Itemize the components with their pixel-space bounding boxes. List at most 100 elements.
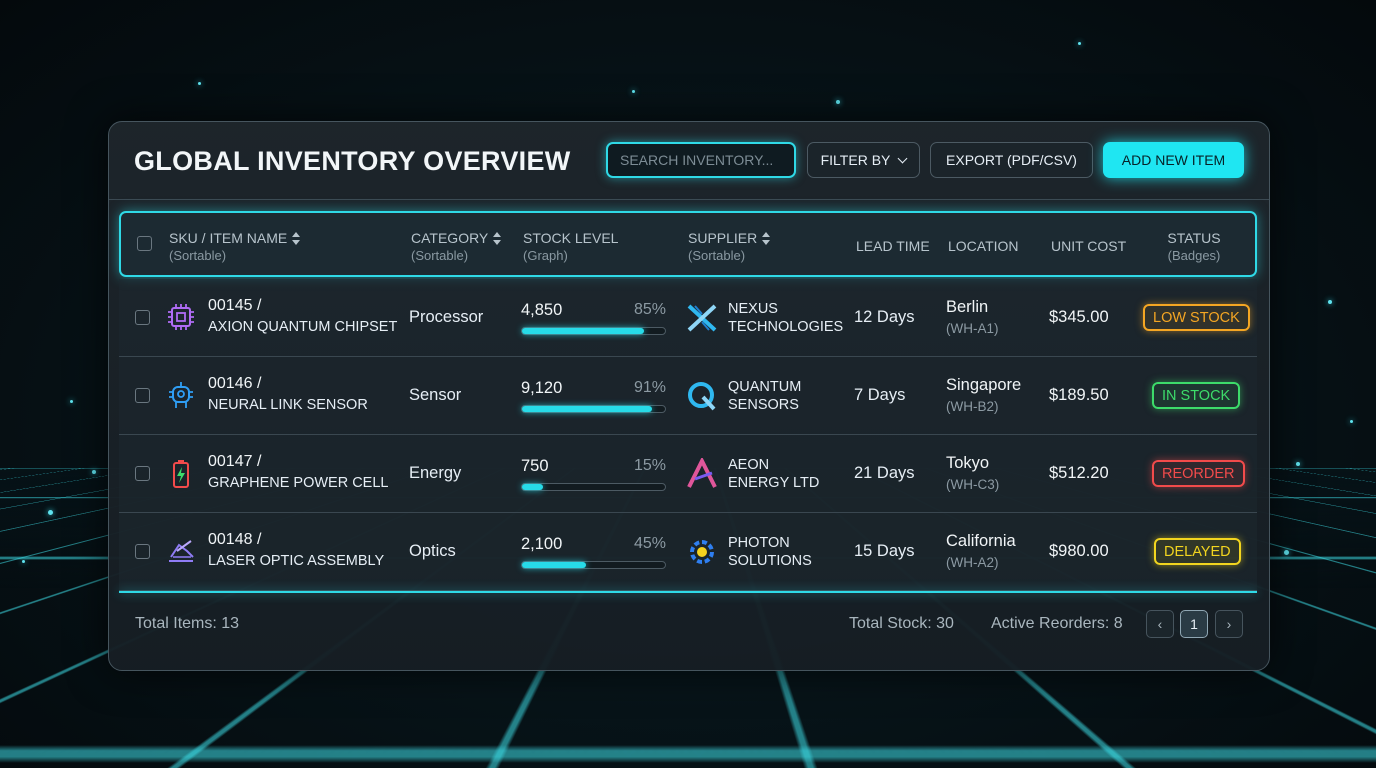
search-input[interactable]: SEARCH INVENTORY...: [606, 142, 796, 178]
active-reorders: Active Reorders: 8: [991, 615, 1123, 633]
status-badge: LOW STOCK: [1143, 304, 1250, 331]
category: Processor: [409, 308, 483, 327]
stock-bar-fill: [522, 406, 652, 412]
chip-icon: [165, 301, 197, 333]
column-header-unit-cost[interactable]: UNIT COST: [1051, 237, 1126, 255]
sort-icon: [493, 232, 501, 245]
column-status-label: STATUS: [1167, 230, 1220, 246]
stock-bar-fill: [522, 328, 644, 334]
battery-icon: [165, 457, 197, 489]
unit-cost: $189.50: [1049, 386, 1109, 405]
bg-particle: [1078, 42, 1081, 45]
supplier-line1: PHOTON: [728, 535, 790, 551]
bg-particle: [1328, 300, 1332, 304]
stock-percent: 85%: [607, 301, 666, 319]
page-prev-button[interactable]: ‹: [1146, 610, 1174, 638]
location-code: (WH-C3): [946, 477, 999, 492]
row-checkbox[interactable]: [135, 310, 150, 325]
supplier-name: NEXUS TECHNOLOGIES: [728, 300, 848, 336]
stock-percent: 15%: [607, 457, 666, 475]
stock-percent: 45%: [607, 535, 666, 553]
lead-time: 7 Days: [854, 386, 905, 405]
location: Singapore: [946, 376, 1021, 395]
stock-count: 2,100: [521, 535, 562, 554]
status-badge: IN STOCK: [1152, 382, 1240, 409]
lead-time: 12 Days: [854, 308, 915, 327]
column-stock-sub: (Graph): [523, 247, 618, 265]
filter-by-dropdown[interactable]: FILTER BY: [807, 142, 920, 178]
stock-bar: [521, 561, 666, 569]
location: Tokyo: [946, 454, 989, 473]
sku-number: 00146 /: [208, 375, 261, 393]
column-header-location[interactable]: LOCATION: [948, 237, 1019, 255]
column-header-supplier[interactable]: SUPPLIER (Sortable): [688, 229, 770, 265]
table-header: SKU / ITEM NAME (Sortable) CATEGORY (Sor…: [119, 211, 1257, 277]
total-stock: Total Stock: 30: [849, 615, 954, 633]
bg-particle: [92, 470, 96, 474]
sensor-icon: [165, 379, 197, 411]
unit-cost: $512.20: [1049, 464, 1109, 483]
column-category-sub: (Sortable): [411, 247, 501, 265]
stock-count: 4,850: [521, 301, 562, 320]
stock-bar-fill: [522, 484, 543, 490]
add-new-item-button[interactable]: ADD NEW ITEM: [1103, 142, 1244, 178]
bg-particle: [70, 400, 73, 403]
row-checkbox[interactable]: [135, 388, 150, 403]
laser-icon: [165, 535, 197, 567]
sku-number: 00148 /: [208, 531, 261, 549]
column-stock-label: STOCK LEVEL: [523, 230, 618, 246]
column-supplier-label: SUPPLIER: [688, 230, 757, 246]
bg-particle: [198, 82, 201, 85]
supplier-line2: SENSORS: [728, 397, 799, 413]
nexus-logo-icon: [686, 302, 718, 334]
bg-particle: [1350, 420, 1353, 423]
column-supplier-sub: (Sortable): [688, 247, 770, 265]
table-row[interactable]: 00145 / AXION QUANTUM CHIPSET Processor …: [119, 279, 1257, 357]
bg-particle: [48, 510, 53, 515]
category: Energy: [409, 464, 461, 483]
column-sku-sub: (Sortable): [169, 247, 300, 265]
supplier-name: QUANTUM SENSORS: [728, 378, 848, 414]
bg-particle: [1284, 550, 1289, 555]
column-header-status[interactable]: STATUS (Badges): [1151, 229, 1237, 265]
column-header-stock[interactable]: STOCK LEVEL (Graph): [523, 229, 618, 265]
column-header-sku[interactable]: SKU / ITEM NAME (Sortable): [169, 229, 300, 265]
sort-icon: [762, 232, 770, 245]
chevron-down-icon: [898, 153, 908, 163]
footer-divider: [119, 591, 1257, 593]
location: California: [946, 532, 1016, 551]
item-name[interactable]: LASER OPTIC ASSEMBLY: [208, 553, 384, 569]
page-number-button[interactable]: 1: [1180, 610, 1208, 638]
stock-count: 9,120: [521, 379, 562, 398]
quantum-logo-icon: [686, 380, 718, 412]
stock-percent: 91%: [607, 379, 666, 397]
inventory-panel: GLOBAL INVENTORY OVERVIEW SEARCH INVENTO…: [108, 121, 1270, 671]
row-checkbox[interactable]: [135, 466, 150, 481]
location-code: (WH-B2): [946, 399, 999, 414]
item-name[interactable]: AXION QUANTUM CHIPSET: [208, 319, 397, 335]
supplier-line1: NEXUS: [728, 301, 778, 317]
category: Sensor: [409, 386, 461, 405]
column-header-lead-time[interactable]: LEAD TIME: [856, 237, 930, 255]
supplier-line2: ENERGY LTD: [728, 475, 819, 491]
supplier-line2: SOLUTIONS: [728, 553, 812, 569]
page-next-button[interactable]: ›: [1215, 610, 1243, 638]
photon-logo-icon: [686, 536, 718, 568]
table-row[interactable]: 00146 / NEURAL LINK SENSOR Sensor 9,120 …: [119, 357, 1257, 435]
table-row[interactable]: 00147 / GRAPHENE POWER CELL Energy 750 1…: [119, 435, 1257, 513]
status-badge: REORDER: [1152, 460, 1245, 487]
item-name[interactable]: GRAPHENE POWER CELL: [208, 475, 389, 491]
bg-particle: [836, 100, 840, 104]
lead-time: 15 Days: [854, 542, 915, 561]
row-checkbox[interactable]: [135, 544, 150, 559]
column-header-category[interactable]: CATEGORY (Sortable): [411, 229, 501, 265]
export-button[interactable]: EXPORT (PDF/CSV): [930, 142, 1093, 178]
item-name[interactable]: NEURAL LINK SENSOR: [208, 397, 368, 413]
category: Optics: [409, 542, 456, 561]
stock-bar: [521, 327, 666, 335]
header-divider: [109, 199, 1269, 200]
sku-number: 00145 /: [208, 297, 261, 315]
stock-bar-fill: [522, 562, 586, 568]
table-row[interactable]: 00148 / LASER OPTIC ASSEMBLY Optics 2,10…: [119, 513, 1257, 591]
select-all-checkbox[interactable]: [137, 236, 152, 251]
